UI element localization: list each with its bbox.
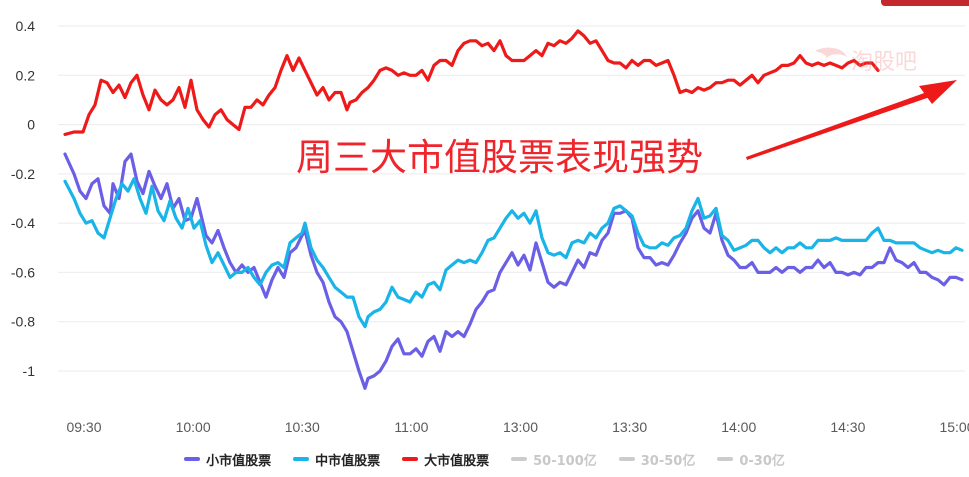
x-axis-labels: 09:30 10:00 10:30 11:00 13:00 13:30 14:00 14:30… — [66, 419, 969, 435]
annotation-arrow-icon — [746, 80, 957, 160]
legend-swatch-icon — [618, 457, 635, 461]
y-tick-label: 0.4 — [16, 18, 36, 34]
watermark-text: 淘股吧 — [851, 50, 917, 75]
legend-label: 0-30亿 — [739, 453, 785, 469]
series-lines — [63, 29, 964, 390]
corner-tab — [881, 0, 969, 6]
legend-label: 30-50亿 — [640, 453, 696, 469]
series-line-大市值股票 — [63, 29, 880, 136]
legend-item[interactable]: 30-50亿 — [618, 450, 696, 469]
y-tick-label: 0 — [27, 117, 35, 133]
grid-lines — [58, 25, 965, 372]
chart-legend: 小市值股票 中市值股票 大市值股票 50-100亿 30-50亿 0-30亿 — [0, 446, 969, 472]
annotation-layer: 周三大市值股票表现强势 — [296, 80, 957, 179]
annotation-text: 周三大市值股票表现强势 — [296, 136, 703, 179]
legend-swatch-icon — [184, 457, 201, 461]
x-tick-label: 10:30 — [285, 419, 320, 435]
y-tick-label: -0.8 — [11, 314, 35, 330]
legend-item[interactable]: 中市值股票 — [293, 450, 380, 469]
legend-label: 小市值股票 — [206, 453, 272, 469]
watermark-logo-icon: 淘股吧 — [815, 47, 917, 75]
legend-swatch-icon — [402, 457, 419, 461]
x-tick-label: 14:30 — [830, 419, 865, 435]
x-tick-label: 13:00 — [503, 419, 538, 435]
y-tick-label: -0.4 — [11, 215, 35, 231]
x-tick-label: 11:00 — [394, 419, 428, 435]
y-axis-labels: 0.4 0.2 0 -0.2 -0.4 -0.6 -0.8 -1 — [11, 18, 35, 379]
y-tick-label: -1 — [23, 363, 36, 379]
x-tick-label: 13:30 — [612, 419, 647, 435]
legend-label: 50-100亿 — [533, 453, 597, 469]
legend-item[interactable]: 0-30亿 — [717, 450, 785, 469]
legend-swatch-icon — [511, 457, 528, 461]
x-tick-label: 14:00 — [721, 419, 756, 435]
legend-label: 中市值股票 — [315, 453, 381, 469]
x-tick-label: 10:00 — [176, 419, 211, 435]
x-tick-label: 09:30 — [66, 419, 101, 435]
legend-label: 大市值股票 — [424, 453, 490, 469]
x-tick-label: 15:00 — [939, 419, 969, 435]
legend-item[interactable]: 小市值股票 — [184, 450, 271, 469]
legend-swatch-icon — [717, 457, 734, 461]
series-line-小市值股票 — [63, 152, 964, 390]
series-line-中市值股票 — [63, 177, 964, 329]
y-tick-label: -0.6 — [11, 264, 35, 280]
legend-swatch-icon — [293, 457, 310, 461]
legend-item[interactable]: 大市值股票 — [402, 450, 489, 469]
legend-item[interactable]: 50-100亿 — [511, 450, 597, 469]
y-tick-label: 0.2 — [16, 67, 36, 83]
y-tick-label: -0.2 — [11, 166, 35, 182]
